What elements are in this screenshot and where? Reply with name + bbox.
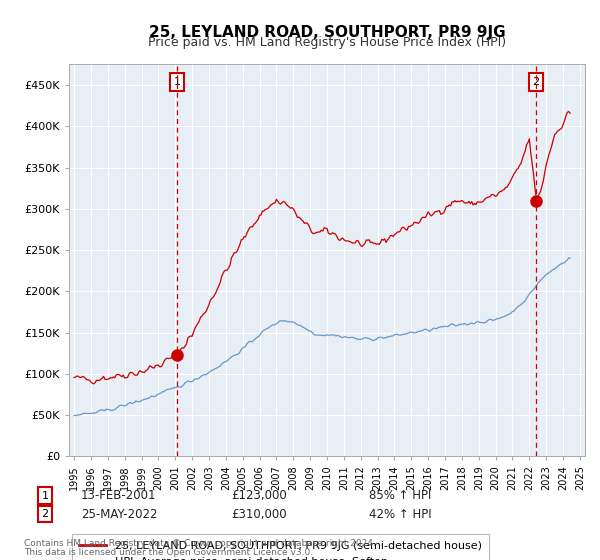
Text: Price paid vs. HM Land Registry's House Price Index (HPI): Price paid vs. HM Land Registry's House … — [148, 36, 506, 49]
Legend: 25, LEYLAND ROAD, SOUTHPORT, PR9 9JG (semi-detached house), HPI: Average price, : 25, LEYLAND ROAD, SOUTHPORT, PR9 9JG (se… — [72, 534, 489, 560]
Text: 13-FEB-2001: 13-FEB-2001 — [81, 489, 157, 502]
Text: £310,000: £310,000 — [231, 507, 287, 521]
Text: £123,000: £123,000 — [231, 489, 287, 502]
Text: 2: 2 — [41, 509, 49, 519]
Text: 25-MAY-2022: 25-MAY-2022 — [81, 507, 157, 521]
Text: 1: 1 — [41, 491, 49, 501]
Text: This data is licensed under the Open Government Licence v3.0.: This data is licensed under the Open Gov… — [24, 548, 313, 557]
Text: 1: 1 — [173, 77, 181, 87]
Text: 85% ↑ HPI: 85% ↑ HPI — [369, 489, 431, 502]
Text: Contains HM Land Registry data © Crown copyright and database right 2024.: Contains HM Land Registry data © Crown c… — [24, 539, 376, 548]
Title: 25, LEYLAND ROAD, SOUTHPORT, PR9 9JG: 25, LEYLAND ROAD, SOUTHPORT, PR9 9JG — [149, 25, 505, 40]
Text: 42% ↑ HPI: 42% ↑ HPI — [369, 507, 431, 521]
Text: 2: 2 — [533, 77, 539, 87]
